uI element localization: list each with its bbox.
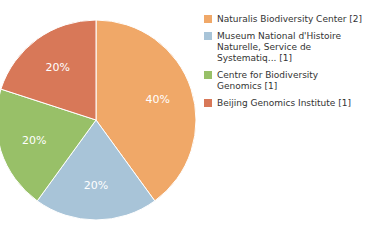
legend-line: Naturelle, Service de bbox=[217, 42, 312, 52]
legend-swatch bbox=[204, 71, 212, 79]
legend-entry: Naturalis Biodiversity Center [2] bbox=[217, 14, 362, 24]
legend-line: Naturalis Biodiversity Center [2] bbox=[217, 14, 362, 24]
legend-line: Genomics [1] bbox=[217, 81, 277, 91]
legend-line: Systematiq... [1] bbox=[217, 53, 292, 63]
data-label: 40% bbox=[146, 93, 170, 106]
legend-line: Beijing Genomics Institute [1] bbox=[217, 98, 351, 108]
slice bbox=[1, 20, 96, 120]
legend-entry: Beijing Genomics Institute [1] bbox=[217, 98, 351, 108]
legend-entry: Centre for BiodiversityGenomics [1] bbox=[217, 70, 319, 91]
legend-line: Museum National d'Histoire bbox=[217, 31, 342, 41]
legend-swatch bbox=[204, 99, 212, 107]
data-label: 20% bbox=[46, 61, 70, 74]
legend: Naturalis Biodiversity Center [2] Museum … bbox=[204, 14, 362, 108]
legend-swatch bbox=[204, 32, 212, 40]
legend-swatch bbox=[204, 15, 212, 23]
legend-entry: Museum National d'HistoireNaturelle, Ser… bbox=[217, 31, 342, 63]
legend-line: Centre for Biodiversity bbox=[217, 70, 319, 80]
pie bbox=[0, 20, 196, 220]
data-label: 20% bbox=[22, 134, 46, 147]
chart: 40% 20% 20% 20% Naturalis Biodiversity Cente… bbox=[0, 0, 380, 240]
data-label: 20% bbox=[84, 179, 108, 192]
